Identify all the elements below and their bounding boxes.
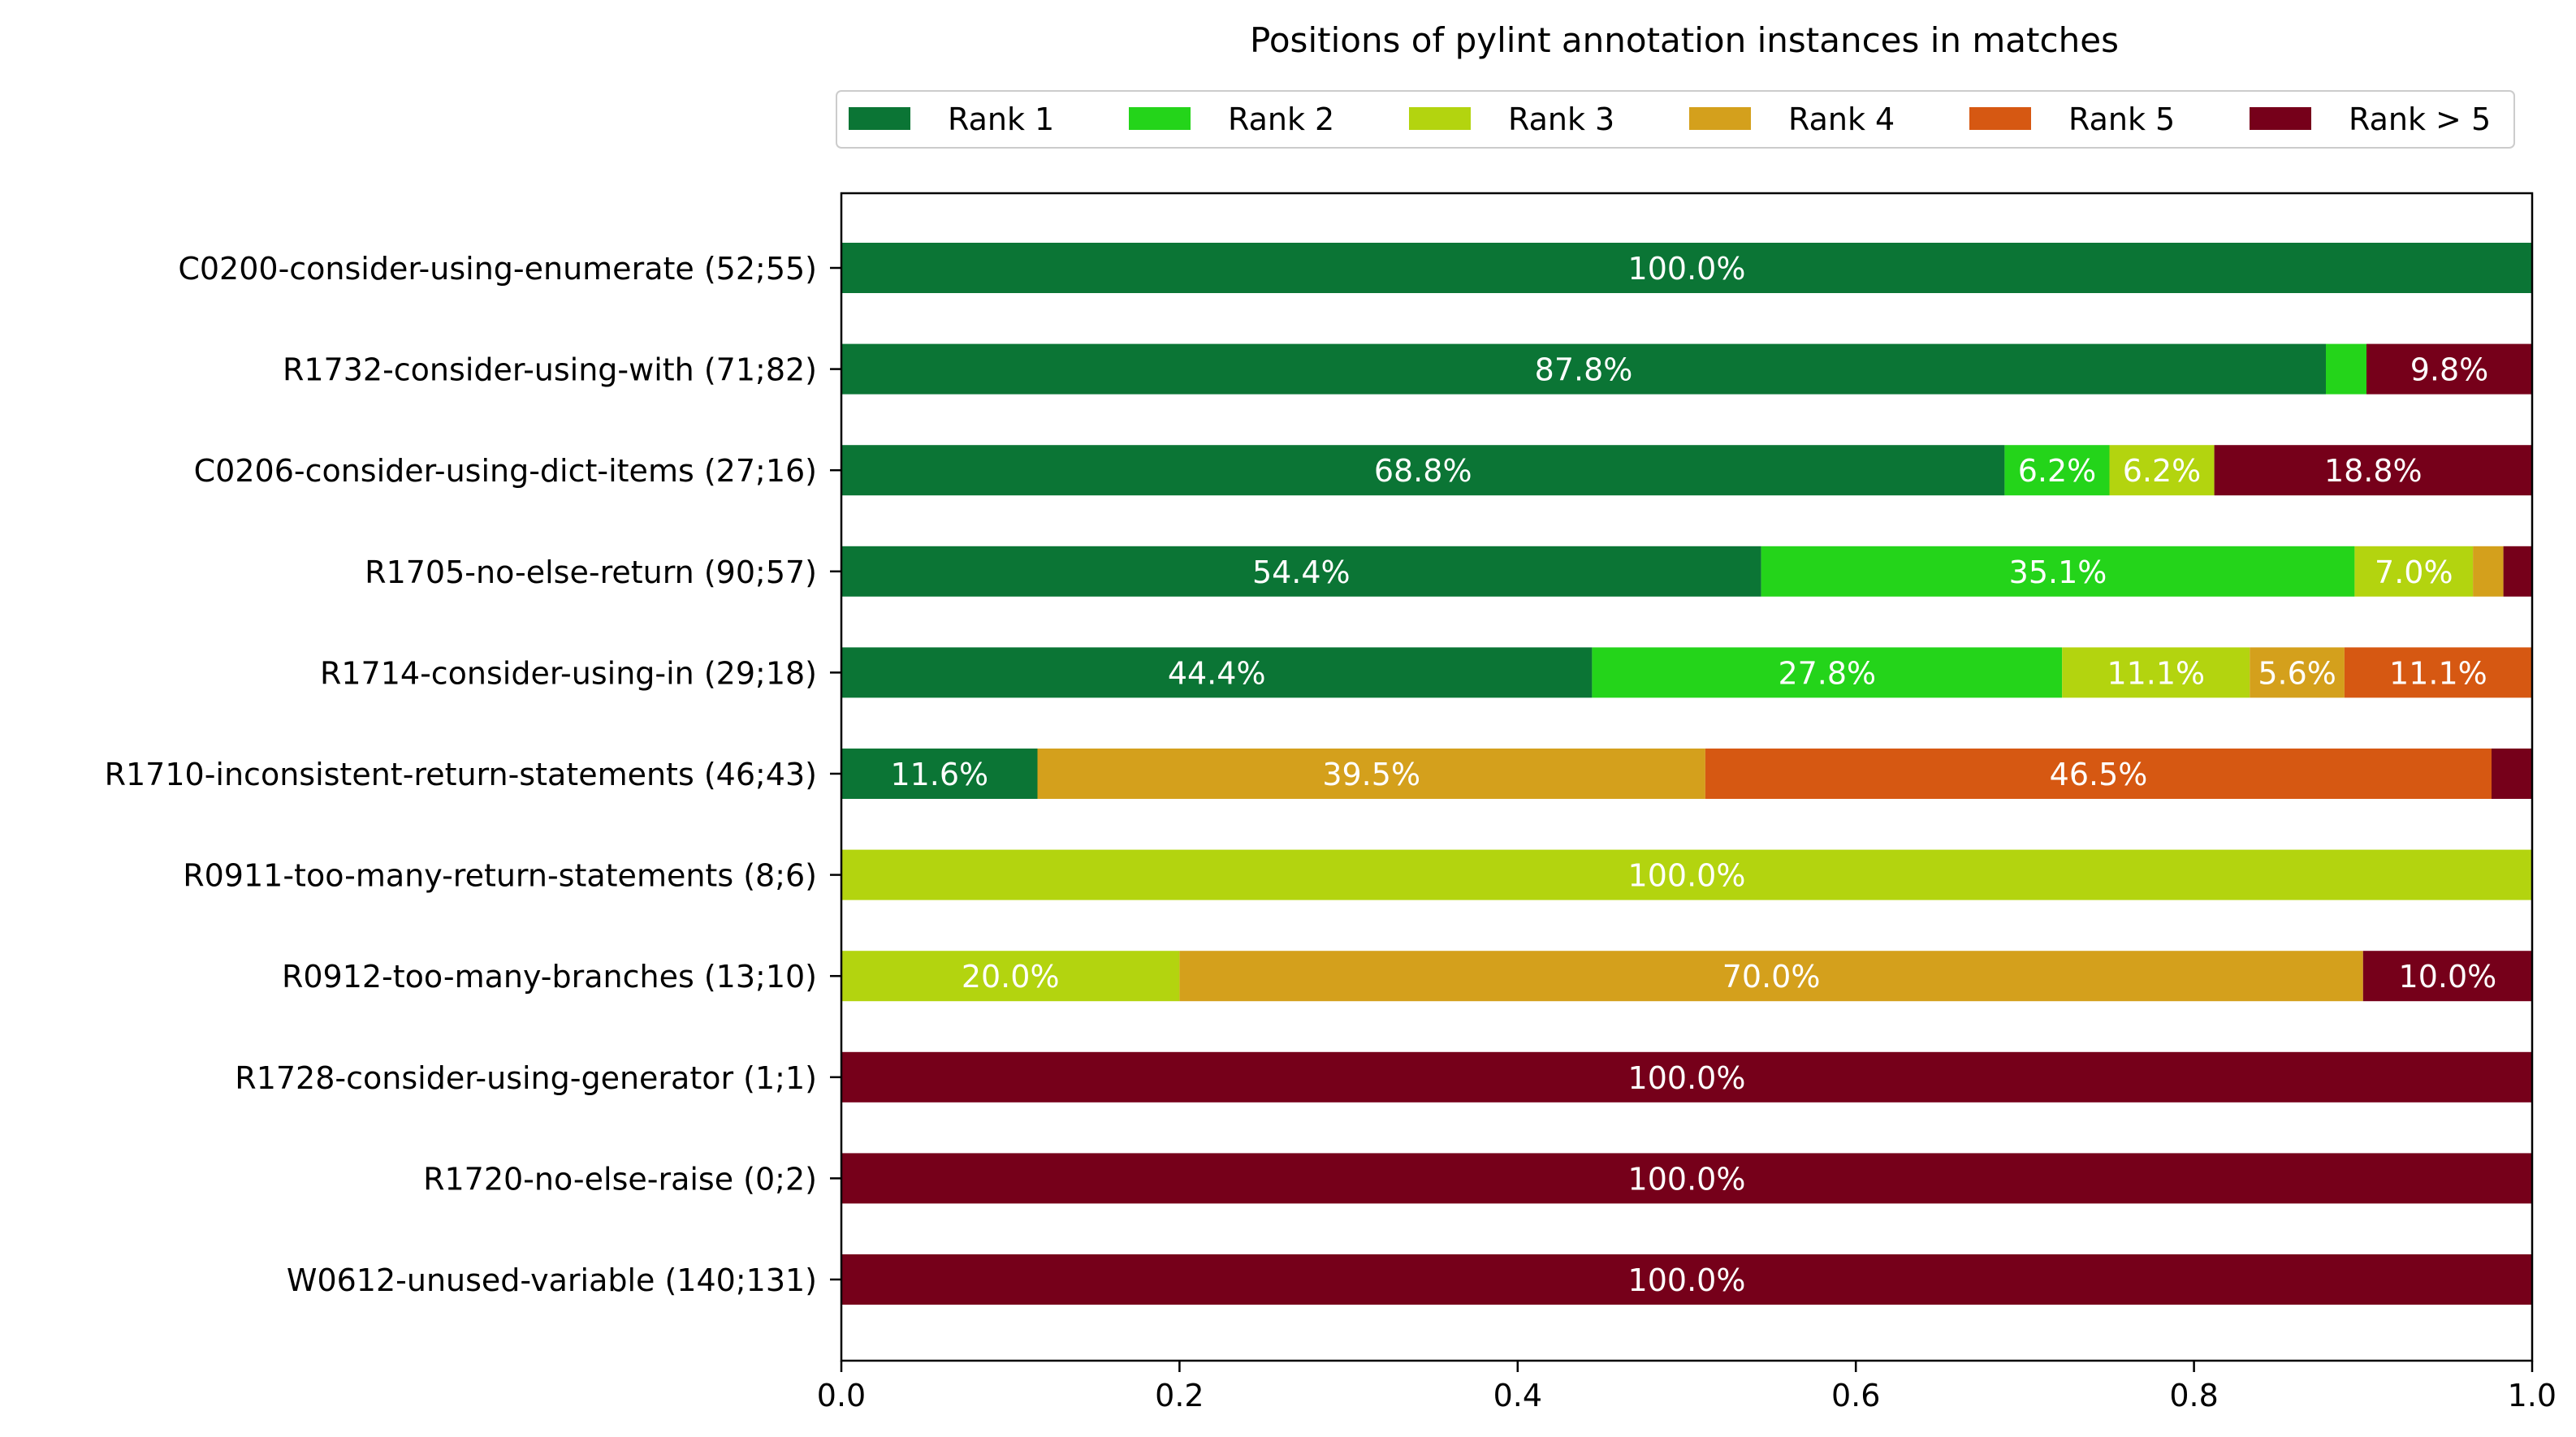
legend-swatch [1689,107,1751,130]
bar-segment [1705,749,2492,799]
y-tick-label: R1705-no-else-return (90;57) [365,555,817,590]
bar-data-label: 18.8% [2324,453,2423,489]
bar-segment [2062,647,2250,698]
legend-label: Rank 4 [1788,101,1895,137]
x-tick-label: 0.8 [2169,1378,2218,1413]
x-tick-label: 0.6 [1831,1378,1880,1413]
bar-data-label: 27.8% [1778,655,1876,691]
y-tick-label: R1714-consider-using-in (29;18) [320,655,817,691]
legend-swatch [1129,107,1191,130]
bar-data-label: 5.6% [2258,655,2336,691]
y-tick-label: C0200-consider-using-enumerate (52;55) [178,251,817,287]
y-tick-label: R1732-consider-using-with (71;82) [283,352,817,388]
bar-segment [2362,951,2532,1002]
bar-segment [2326,343,2366,395]
bar-segment [2214,445,2532,496]
bar-segment [2344,647,2532,698]
bar-data-label: 20.0% [962,959,1060,995]
legend-swatch [1969,107,2031,130]
bar-segment [2109,445,2215,496]
bar-data-label: 44.4% [1168,655,1266,691]
x-tick-label: 0.2 [1155,1378,1204,1413]
bar-data-label: 11.1% [2389,655,2487,691]
y-tick-label: R1720-no-else-raise (0;2) [423,1161,817,1197]
y-tick-label: R1728-consider-using-generator (1;1) [235,1060,817,1096]
bar-data-label: 100.0% [1628,251,1746,287]
y-tick-label: R0912-too-many-branches (13;10) [282,959,817,995]
legend-label: Rank 3 [1508,101,1614,137]
bar-segment [841,445,2005,496]
bar-data-label: 100.0% [1628,1262,1746,1298]
legend-label: Rank 5 [2068,101,2175,137]
legend-swatch [849,107,910,130]
plot-area-frame [840,192,2534,1362]
y-tick-label: R0911-too-many-return-statements (8;6) [183,858,817,894]
bar-segment [841,343,2326,395]
bar-segment [1592,647,2063,698]
legend-frame [836,90,2515,149]
bar-data-label: 68.8% [1374,453,1472,489]
bar-data-label: 70.0% [1722,959,1821,995]
bar-data-label: 87.8% [1535,352,1633,388]
legend-label: Rank > 5 [2349,101,2491,137]
legend-label: Rank 2 [1228,101,1334,137]
bar-data-label: 100.0% [1628,1161,1746,1197]
bar-segment [1179,951,2363,1002]
bar-data-label: 10.0% [2399,959,2497,995]
bar-data-label: 11.6% [890,757,988,792]
x-tick-label: 0.0 [817,1378,866,1413]
bar-data-label: 11.1% [2107,655,2205,691]
legend-swatch [2250,107,2311,130]
bar-data-label: 6.2% [2123,453,2202,489]
bar-segment [2492,749,2532,799]
bar-data-label: 7.0% [2375,555,2453,590]
y-tick-label: R1710-inconsistent-return-statements (46… [105,757,817,792]
bar-data-label: 100.0% [1628,1060,1746,1096]
bar-data-label: 9.8% [2410,352,2489,388]
chart-title: Positions of pylint annotation instances… [1250,20,2119,60]
bar-segment [841,1254,2532,1305]
bar-segment [2473,546,2504,597]
legend-label: Rank 1 [948,101,1054,137]
bar-segment [1761,546,2355,597]
bar-segment [841,849,2532,900]
bar-segment [2004,445,2110,496]
bar-segment [841,546,1761,597]
bar-data-label: 6.2% [2018,453,2097,489]
legend-swatch [1409,107,1471,130]
bar-segment [841,749,1038,799]
bar-segment [2250,647,2345,698]
bar-data-label: 46.5% [2050,757,2148,792]
bar-segment [2366,343,2532,395]
bar-segment [841,243,2532,293]
bar-data-label: 39.5% [1322,757,1420,792]
bar-segment [841,951,1180,1002]
bar-segment [841,1051,2532,1103]
y-tick-label: C0206-consider-using-dict-items (27;16) [194,453,817,489]
x-tick-label: 0.4 [1493,1378,1542,1413]
bar-segment [841,1153,2532,1204]
bar-segment [2354,546,2474,597]
bar-segment [841,647,1593,698]
x-tick-label: 1.0 [2508,1378,2557,1413]
bar-data-label: 35.1% [2009,555,2107,590]
legend: Rank 1 Rank 2 Rank 3 Rank 4 Rank 5 Rank > 5 [836,90,2515,149]
bar-segment [2503,546,2532,597]
y-tick-label: W0612-unused-variable (140;131) [287,1262,817,1298]
bar-data-label: 54.4% [1252,555,1351,590]
bar-segment [1037,749,1705,799]
bar-data-label: 100.0% [1628,858,1746,894]
